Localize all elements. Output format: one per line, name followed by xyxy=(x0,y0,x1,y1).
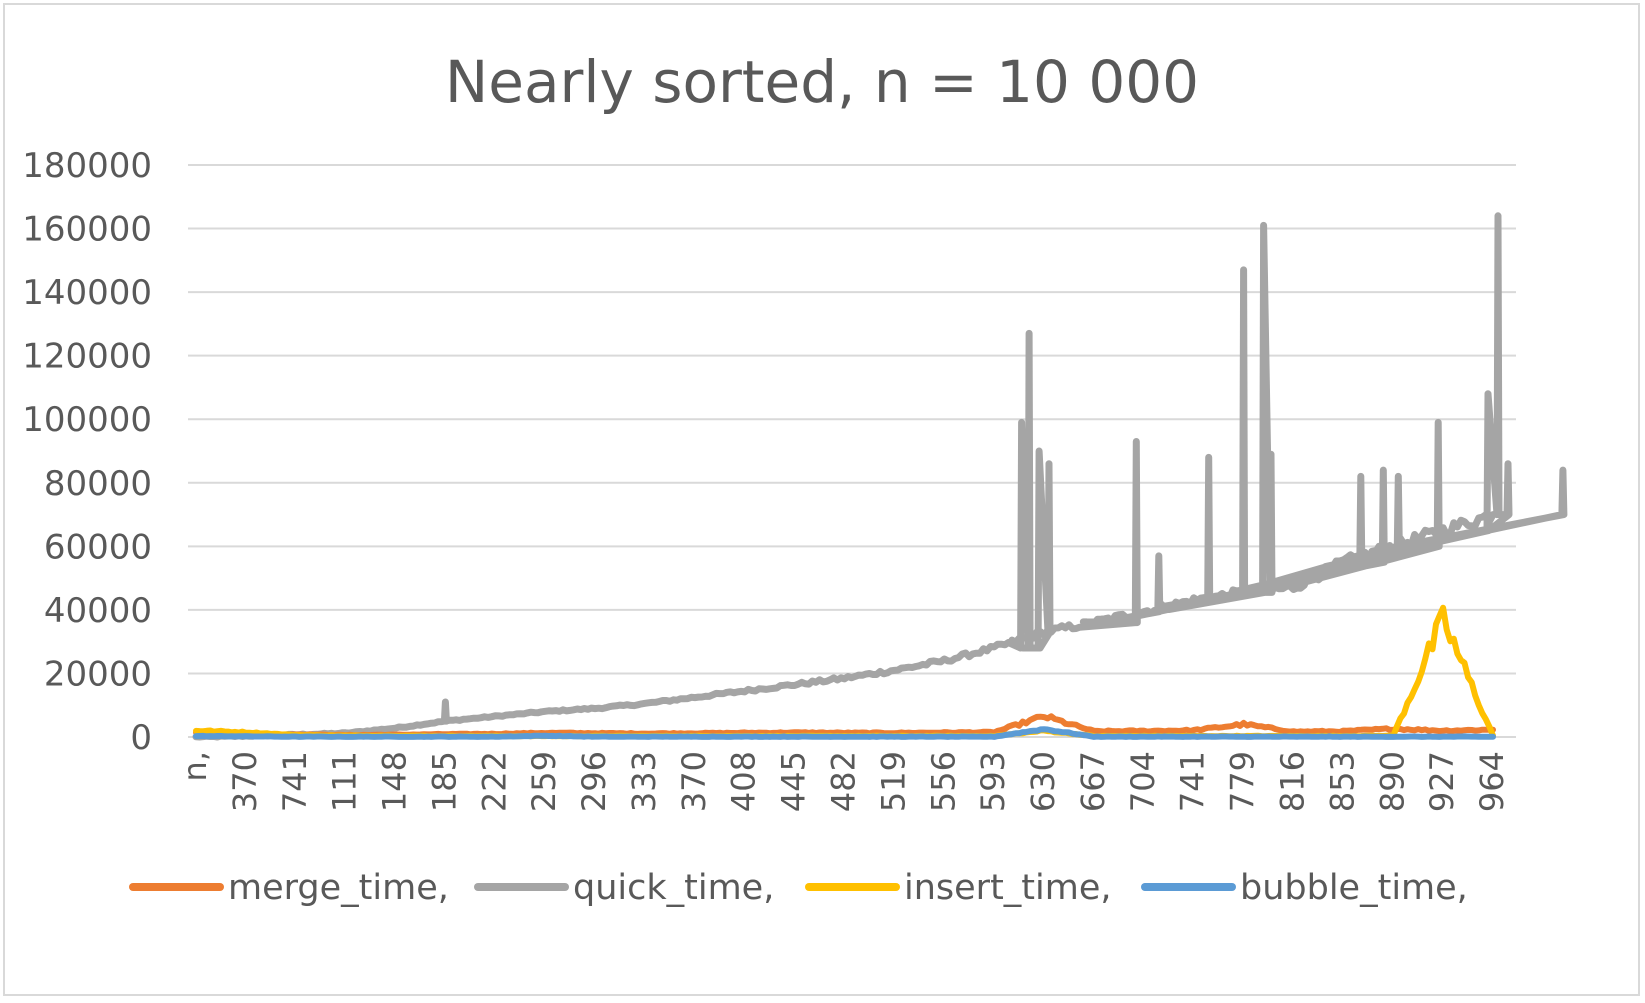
chart-title: Nearly sorted, n = 10 000 xyxy=(445,48,1199,116)
x-tick-label: 927 xyxy=(1423,751,1461,812)
gridlines xyxy=(188,164,1516,738)
x-tick-label: 630 xyxy=(1024,751,1062,812)
x-tick-label: 519 xyxy=(874,751,912,812)
x-tick-label: 482 xyxy=(825,751,863,812)
series-line-insert_time xyxy=(193,604,1496,740)
x-tick-label: 890 xyxy=(1373,751,1411,812)
x-tick-label: 741 xyxy=(1174,751,1212,812)
y-tick-label: 140000 xyxy=(22,273,152,313)
y-tick-label: 20000 xyxy=(44,654,152,694)
x-tick-label: 816 xyxy=(1273,751,1311,812)
x-tick-label: 741 xyxy=(276,751,314,812)
x-axis-ticks: n, 370 741 111 148 185 222 259 296 333 370 408 445 48… xyxy=(176,751,1511,812)
legend-label: quick_time, xyxy=(573,868,774,908)
y-tick-label: 160000 xyxy=(22,210,152,250)
y-tick-label: 0 xyxy=(130,718,152,758)
y-tick-label: 180000 xyxy=(22,146,152,186)
y-tick-label: 100000 xyxy=(22,400,152,440)
x-tick-label: 296 xyxy=(575,751,613,812)
x-tick-label: 853 xyxy=(1323,751,1361,812)
y-tick-label: 40000 xyxy=(44,591,152,631)
legend-label: insert_time, xyxy=(904,868,1112,908)
x-tick-label: 593 xyxy=(974,751,1012,812)
legend-label: bubble_time, xyxy=(1240,868,1468,908)
x-tick-label: 259 xyxy=(525,751,563,812)
x-tick-label: 408 xyxy=(725,751,763,812)
legend: merge_time, quick_time, insert_time, bubble… xyxy=(129,868,1468,908)
x-tick-label: n, xyxy=(176,751,214,781)
series-line-quick_time xyxy=(192,212,1568,741)
y-tick-label: 80000 xyxy=(44,464,152,504)
x-tick-label: 964 xyxy=(1473,751,1511,812)
x-tick-label: 556 xyxy=(924,751,962,812)
x-tick-label: 445 xyxy=(775,751,813,812)
x-tick-label: 370 xyxy=(675,751,713,812)
x-tick-label: 222 xyxy=(475,751,513,812)
chart-frame: Nearly sorted, n = 10 000 0 20000 40000 600… xyxy=(3,3,1640,996)
series-lines xyxy=(192,212,1568,741)
x-tick-label: 370 xyxy=(226,751,264,812)
legend-label: merge_time, xyxy=(228,868,449,908)
x-tick-label: 148 xyxy=(376,751,414,812)
x-tick-label: 667 xyxy=(1074,751,1112,812)
x-tick-label: 185 xyxy=(425,751,463,812)
x-tick-label: 333 xyxy=(625,751,663,812)
x-tick-label: 779 xyxy=(1224,751,1262,812)
x-tick-label: 111 xyxy=(326,751,364,812)
chart-svg: Nearly sorted, n = 10 000 0 20000 40000 600… xyxy=(22,48,1568,908)
y-tick-label: 120000 xyxy=(22,337,152,377)
y-axis-ticks: 0 20000 40000 60000 80000 100000 120000 140000 1… xyxy=(22,146,152,758)
x-tick-label: 704 xyxy=(1124,751,1162,812)
y-tick-label: 60000 xyxy=(44,527,152,567)
series-line-bubble_time xyxy=(193,726,1496,740)
